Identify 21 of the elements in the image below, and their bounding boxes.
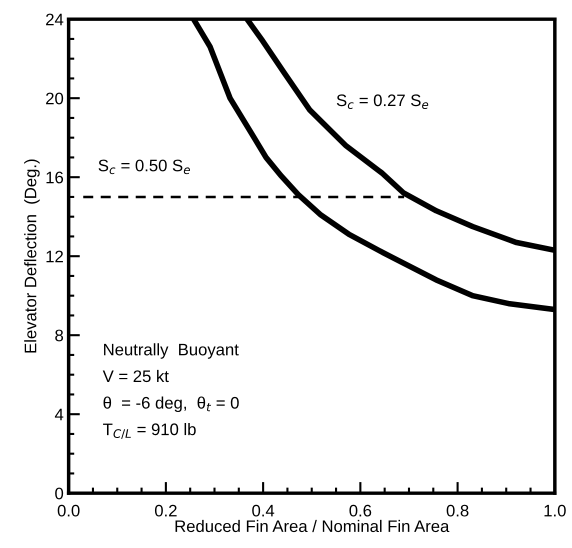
- x-tick-label: 0.8: [446, 504, 468, 517]
- annotation: Neutrally Buoyant: [104, 343, 239, 359]
- x-tick-label: 0.6: [349, 504, 372, 517]
- x-tick-label: 1.0: [544, 504, 566, 517]
- y-axis-title: Elevator Deflection (Deg.): [24, 159, 40, 353]
- x-axis-title: Reduced Fin Area / Nominal Fin Area: [176, 520, 450, 532]
- annotation: S$_{c}$ = 0.50 S$_{e}$: [98, 160, 190, 174]
- y-tick-label: 24: [46, 14, 64, 26]
- y-tick-label: 8: [55, 330, 64, 342]
- annotation: T$_{C/L}$ = 910 lb: [103, 422, 196, 439]
- x-tick-label: 0.4: [252, 504, 274, 517]
- y-tick-label: 12: [46, 250, 63, 262]
- y-tick-label: 20: [46, 92, 64, 104]
- y-tick-label: 4: [54, 408, 64, 420]
- x-tick-label: 0.0: [58, 504, 80, 517]
- annotation: θ = -6 deg, θ$_{t}$ = 0: [104, 396, 239, 412]
- y-tick-label: 0: [55, 488, 64, 500]
- x-tick-label: 0.2: [154, 504, 177, 517]
- annotation: S$_{c}$ = 0.27 S$_{e}$: [336, 94, 428, 109]
- annotation: V = 25 kt: [102, 370, 169, 382]
- y-tick-label: 16: [46, 172, 64, 184]
